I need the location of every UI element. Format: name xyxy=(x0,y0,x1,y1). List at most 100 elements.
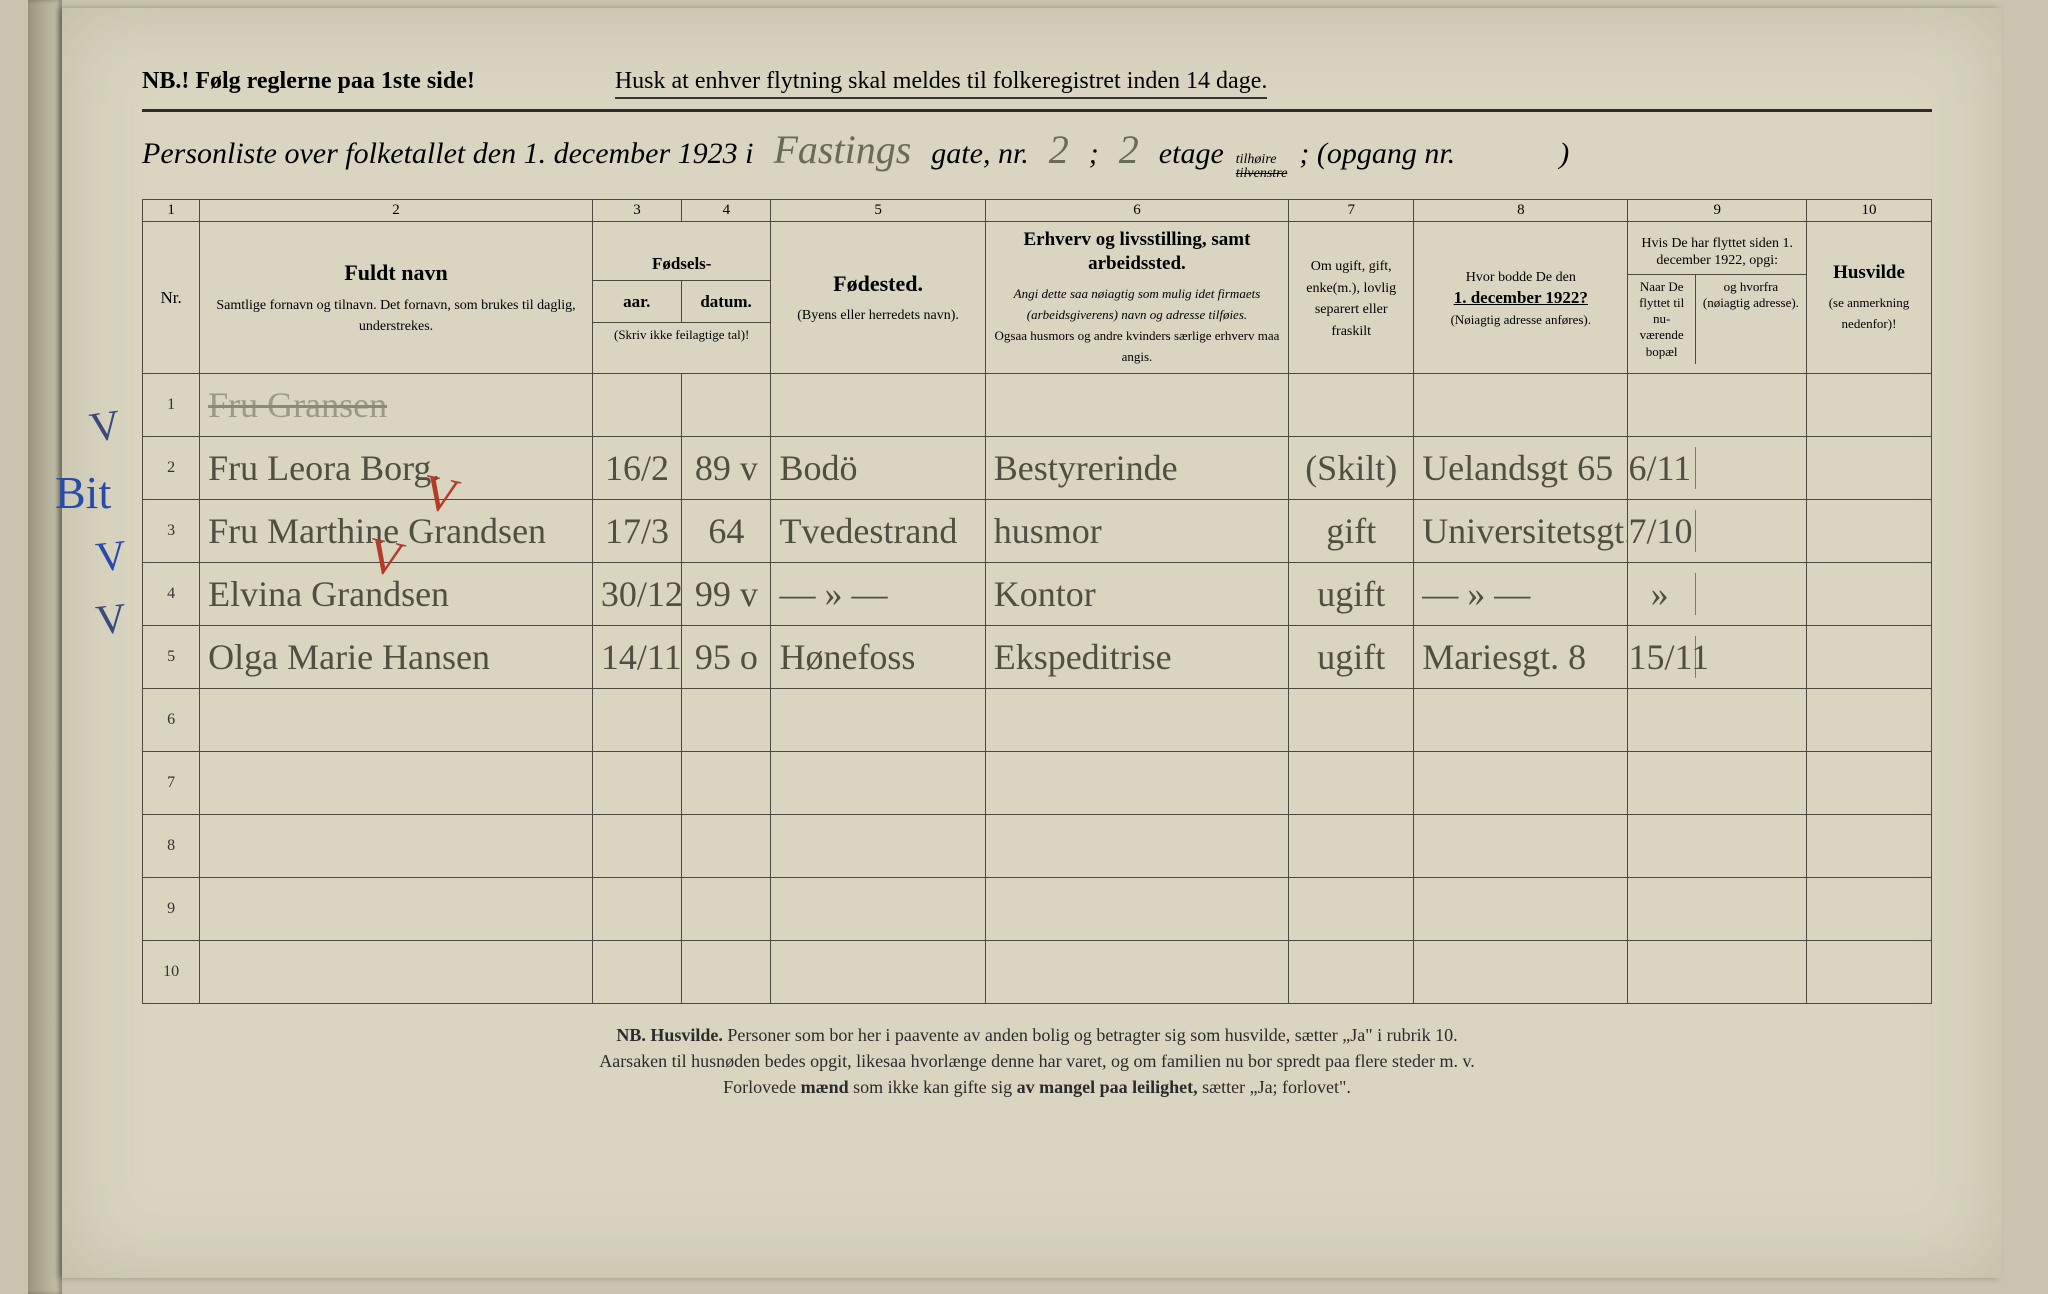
margin-check-icon: V xyxy=(94,595,129,646)
data-rows: 1Fru Gransen 2Fru Leora Borg.16/289 vBod… xyxy=(143,373,1932,1003)
colnum: 6 xyxy=(985,200,1289,222)
side-bottom: tilvenstre xyxy=(1236,167,1288,181)
cell-birth-year xyxy=(682,751,771,814)
cell-status xyxy=(1289,688,1414,751)
footer-nb: NB. Husvilde. xyxy=(616,1025,723,1045)
colnum: 1 xyxy=(143,200,200,222)
cell-birth-year: 99 v xyxy=(682,562,771,625)
table-row: 8 xyxy=(143,814,1932,877)
cell-name: Fru Leora Borg. xyxy=(200,436,593,499)
header-line-1: NB.! Følg reglerne paa 1ste side! Husk a… xyxy=(142,68,1932,99)
side-options: tilhøire tilvenstre xyxy=(1236,153,1288,181)
cell-husvilde xyxy=(1806,499,1931,562)
colnum: 5 xyxy=(771,200,985,222)
cell-addr-1922 xyxy=(1414,877,1628,940)
cell-birthplace: Bodö xyxy=(771,436,985,499)
cell-moved: 15/11 xyxy=(1628,625,1807,688)
table-row: 7 xyxy=(143,751,1932,814)
margin-check-icon: V xyxy=(94,532,129,583)
close-paren: ) xyxy=(1559,137,1569,171)
cell-birth-day xyxy=(592,688,681,751)
footer-l3: Forlovede mænd som ikke kan gifte sig av… xyxy=(723,1077,1351,1097)
cell-birth-day xyxy=(592,877,681,940)
footer-l1: Personer som bor her i paavente av anden… xyxy=(727,1025,1457,1045)
cell-birthplace: — » — xyxy=(771,562,985,625)
table-row: 6 xyxy=(143,688,1932,751)
cell-birthplace xyxy=(771,940,985,1003)
cell-occupation xyxy=(985,940,1289,1003)
nb-warning: NB.! Følg reglerne paa 1ste side! xyxy=(142,68,475,99)
cell-moved xyxy=(1628,373,1807,436)
cell-addr-1922 xyxy=(1414,814,1628,877)
cell-moved xyxy=(1628,814,1807,877)
margin-check-icon: V xyxy=(87,401,124,453)
cell-addr-1922 xyxy=(1414,751,1628,814)
cell-occupation: Ekspeditrise xyxy=(985,625,1289,688)
cell-birth-day xyxy=(592,940,681,1003)
cell-birthplace: Tvedestrand xyxy=(771,499,985,562)
row-number: 1 xyxy=(143,373,200,436)
cell-birth-day: 14/11 xyxy=(592,625,681,688)
gate-label: gate, nr. xyxy=(931,137,1029,171)
cell-birthplace: Hønefoss xyxy=(771,625,985,688)
semicolon: ; xyxy=(1089,137,1099,171)
header-row: Nr. Fuldt navn Samtlige fornavn og tilna… xyxy=(143,222,1932,374)
footer-note: NB. Husvilde. Personer som bor her i paa… xyxy=(142,1022,1932,1100)
col-birth-header: Fødsels- aar. datum. (Skriv ikke feilagt… xyxy=(592,222,771,374)
table-row: 10 xyxy=(143,940,1932,1003)
cell-addr-1922: — » — xyxy=(1414,562,1628,625)
title-prefix: Personliste over folketallet den 1. dece… xyxy=(142,137,754,171)
cell-moved: 6/11 xyxy=(1628,436,1807,499)
column-number-row: 1 2 3 4 5 6 7 8 9 10 xyxy=(143,200,1932,222)
cell-birthplace xyxy=(771,751,985,814)
cell-occupation: husmor xyxy=(985,499,1289,562)
cell-name xyxy=(200,814,593,877)
cell-birth-day: 30/12 xyxy=(592,562,681,625)
cell-name xyxy=(200,877,593,940)
cell-husvilde xyxy=(1806,562,1931,625)
cell-name xyxy=(200,688,593,751)
table-row: 9 xyxy=(143,877,1932,940)
row-number: 5 xyxy=(143,625,200,688)
row-number: 4 xyxy=(143,562,200,625)
cell-husvilde xyxy=(1806,625,1931,688)
cell-birth-year: 89 v xyxy=(682,436,771,499)
cell-name: Olga Marie Hansen xyxy=(200,625,593,688)
row-number: 7 xyxy=(143,751,200,814)
table-row: 2Fru Leora Borg.16/289 vBodöBestyrerinde… xyxy=(143,436,1932,499)
cell-husvilde xyxy=(1806,814,1931,877)
col-moved-header: Hvis De har flyttet siden 1. december 19… xyxy=(1628,222,1807,374)
cell-birth-year xyxy=(682,373,771,436)
header-divider xyxy=(142,109,1932,112)
col-addr1922-header: Hvor bodde De den 1. december 1922? (Nøi… xyxy=(1414,222,1628,374)
census-table: 1 2 3 4 5 6 7 8 9 10 Nr. Fuldt navn Samt… xyxy=(142,199,1932,1004)
cell-name xyxy=(200,751,593,814)
cell-birth-year xyxy=(682,877,771,940)
cell-husvilde xyxy=(1806,436,1931,499)
cell-addr-1922 xyxy=(1414,373,1628,436)
table-row: 1Fru Gransen xyxy=(143,373,1932,436)
table-row: 4Elvina Grandsen30/1299 v— » —Kontorugif… xyxy=(143,562,1932,625)
row-number: 3 xyxy=(143,499,200,562)
cell-moved xyxy=(1628,688,1807,751)
row-number: 10 xyxy=(143,940,200,1003)
colnum: 2 xyxy=(200,200,593,222)
colnum: 7 xyxy=(1289,200,1414,222)
col-nr-header: Nr. xyxy=(143,222,200,374)
cell-birth-day: 16/2 xyxy=(592,436,681,499)
cell-birthplace xyxy=(771,877,985,940)
col-status-header: Om ugift, gift, enke(m.), lovlig separer… xyxy=(1289,222,1414,374)
cell-occupation xyxy=(985,877,1289,940)
cell-status: (Skilt) xyxy=(1289,436,1414,499)
cell-birthplace xyxy=(771,814,985,877)
row-number: 8 xyxy=(143,814,200,877)
cell-birth-year: 64 xyxy=(682,499,771,562)
cell-birth-year xyxy=(682,940,771,1003)
cell-birthplace xyxy=(771,373,985,436)
cell-moved xyxy=(1628,877,1807,940)
col-birthplace-header: Fødested. (Byens eller herredets navn). xyxy=(771,222,985,374)
cell-status: ugift xyxy=(1289,562,1414,625)
cell-birth-day: 17/3 xyxy=(592,499,681,562)
side-top: tilhøire xyxy=(1236,153,1288,167)
cell-birth-day xyxy=(592,373,681,436)
